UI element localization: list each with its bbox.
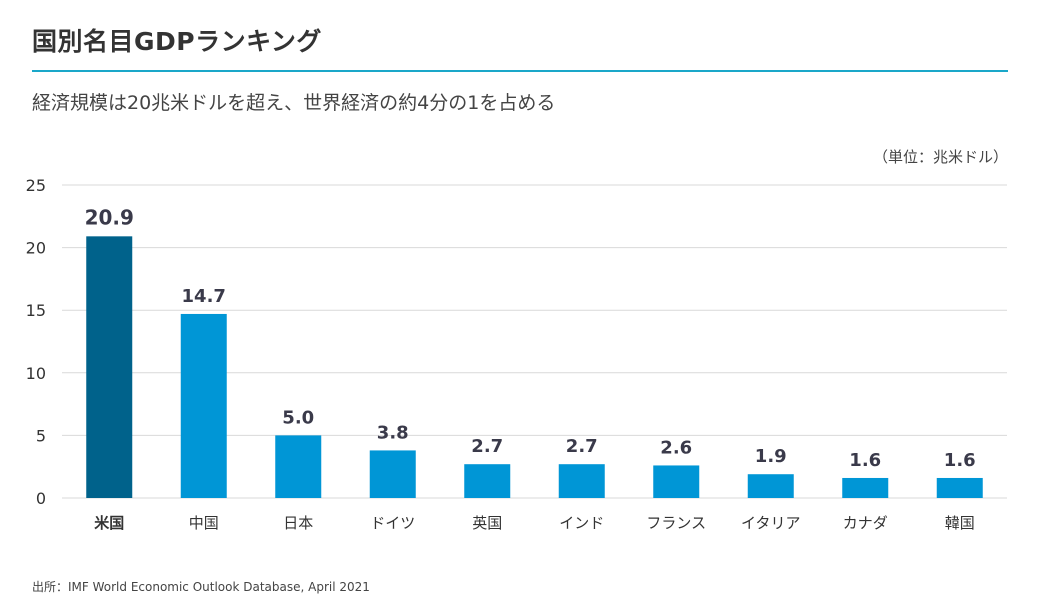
bar (464, 464, 511, 498)
data-label: 14.7 (182, 286, 226, 307)
data-label: 20.9 (85, 205, 134, 229)
y-tick-label: 15 (26, 301, 46, 320)
unit-label: （単位：兆米ドル） (872, 148, 1008, 166)
x-tick-label: 日本 (283, 514, 313, 532)
bar (275, 435, 322, 498)
data-label: 5.0 (282, 407, 314, 428)
x-tick-label: 米国 (94, 514, 124, 532)
bar (86, 236, 133, 498)
x-tick-label: イタリア (741, 514, 800, 532)
data-label: 3.8 (377, 422, 409, 443)
title-underline (32, 70, 1008, 72)
data-label: 2.7 (471, 436, 503, 457)
data-label: 1.6 (944, 450, 976, 471)
x-tick-label: カナダ (843, 514, 888, 532)
bar-chart: 0 5 10 15 20 25 20.9 14.7 5.0 3.8 2.7 2.7 2.6 1.9 1.6… (26, 176, 1007, 532)
data-label: 1.6 (849, 450, 881, 471)
y-tick-label: 5 (36, 426, 46, 445)
data-label: 1.9 (755, 446, 787, 467)
bar (180, 313, 227, 498)
bar (936, 477, 983, 498)
bar (369, 450, 416, 498)
x-tick-label: 中国 (189, 514, 219, 532)
x-axis-ticks: 米国 中国 日本 ドイツ 英国 インド フランス イタリア カナダ 韓国 (94, 514, 975, 532)
data-label: 2.6 (660, 437, 692, 458)
data-label: 2.7 (566, 436, 598, 457)
y-tick-label: 10 (26, 364, 46, 383)
bar (842, 477, 889, 498)
y-tick-label: 20 (26, 239, 46, 258)
data-labels: 20.9 14.7 5.0 3.8 2.7 2.7 2.6 1.9 1.6 1.6 (85, 205, 976, 471)
bar (558, 464, 605, 498)
chart-title: 国別名目GDPランキング (32, 27, 322, 56)
x-tick-label: 英国 (472, 514, 502, 532)
chart-subtitle: 経済規模は20兆米ドルを超え、世界経済の約4分の1を占める (32, 92, 556, 114)
x-tick-label: フランス (646, 514, 706, 532)
x-tick-label: ドイツ (370, 514, 415, 532)
y-tick-label: 25 (26, 176, 46, 195)
bar (747, 474, 794, 498)
y-axis-ticks: 0 5 10 15 20 25 (26, 176, 46, 508)
x-tick-label: インド (559, 514, 604, 532)
source-footnote: 出所：IMF World Economic Outlook Database, … (32, 580, 370, 594)
bars (86, 236, 983, 498)
x-tick-label: 韓国 (945, 514, 975, 532)
y-tick-label: 0 (36, 489, 46, 508)
bar (653, 465, 700, 498)
